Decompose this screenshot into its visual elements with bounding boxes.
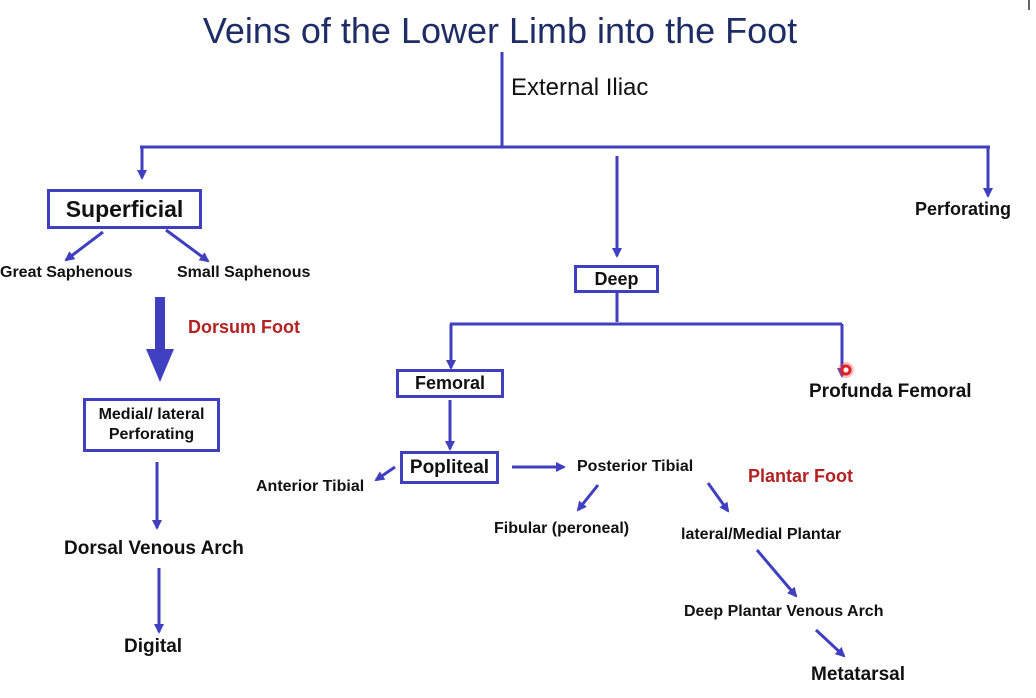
node-metatarsal: Metatarsal: [811, 664, 905, 685]
node-perforating: Perforating: [915, 199, 1012, 219]
label-dorsum-foot: Dorsum Foot: [188, 317, 300, 337]
arrow-to-metatarsal: [814, 628, 846, 658]
node-superficial: Superficial: [47, 189, 202, 229]
arrow-to-small-saphenous: [165, 228, 210, 263]
node-profunda-femoral: Profunda Femoral: [809, 381, 972, 402]
thick-arrow-dorsum: [146, 297, 174, 382]
node-digital: Digital: [124, 636, 183, 657]
node-great-saphenous: Great Saphenous: [0, 264, 133, 281]
label-plantar-foot: Plantar Foot: [748, 466, 854, 486]
arrow-to-anterior-tibial: [374, 465, 396, 482]
node-deep: Deep: [574, 265, 659, 293]
node-popliteal: Popliteal: [400, 451, 499, 484]
pointer-highlight-icon: [838, 362, 854, 378]
arrow-to-deep-plantar-arch: [755, 549, 798, 598]
node-fibular: Fibular (peroneal): [494, 520, 630, 537]
node-posterior-tibial: Posterior Tibial: [577, 458, 694, 475]
arrow-to-fibular: [576, 484, 600, 512]
page-title: Veins of the Lower Limb into the Foot: [202, 10, 798, 51]
node-small-saphenous: Small Saphenous: [177, 264, 311, 281]
node-external-iliac: External Iliac: [511, 74, 649, 101]
node-medial-lateral-perforating: Medial/ lateral Perforating: [83, 398, 220, 452]
node-femoral: Femoral: [396, 369, 504, 398]
node-deep-plantar-venous-arch: Deep Plantar Venous Arch: [684, 603, 884, 620]
edge-marker: [1028, 0, 1030, 10]
node-dorsal-venous-arch: Dorsal Venous Arch: [64, 538, 244, 559]
node-anterior-tibial: Anterior Tibial: [256, 478, 365, 495]
arrow-to-lateral-medial-plantar: [706, 482, 730, 513]
arrow-to-great-saphenous: [64, 230, 104, 262]
node-lateral-medial-plantar: lateral/Medial Plantar: [681, 526, 842, 543]
